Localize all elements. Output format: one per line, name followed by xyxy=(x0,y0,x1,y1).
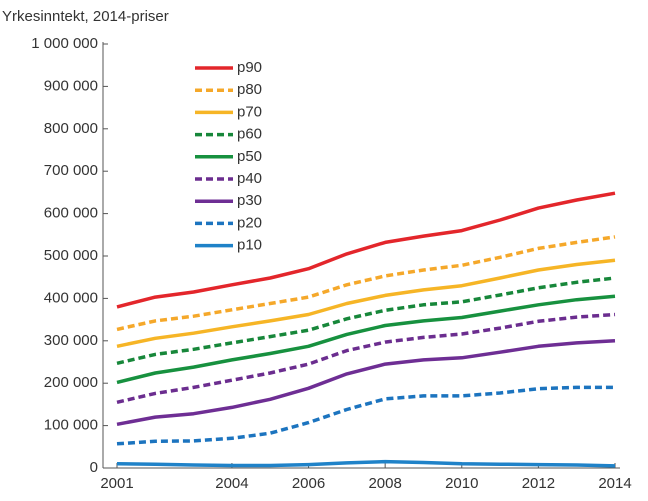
legend-label: p10 xyxy=(237,237,262,254)
y-tick-label: 500 000 xyxy=(44,247,98,264)
legend-label: p90 xyxy=(237,59,262,76)
legend-label: p20 xyxy=(237,214,262,231)
y-tick-label: 700 000 xyxy=(44,162,98,179)
line-series xyxy=(116,294,616,385)
legend-label: p40 xyxy=(237,170,262,187)
y-tick-label: 900 000 xyxy=(44,77,98,94)
x-tick-label: 2010 xyxy=(445,475,478,492)
x-tick-label: 2012 xyxy=(522,475,555,492)
legend-label: p50 xyxy=(237,148,262,165)
y-tick-label: 400 000 xyxy=(44,289,98,306)
x-tick-label: 2006 xyxy=(292,475,325,492)
x-tick-label: 2014 xyxy=(598,475,631,492)
y-tick-label: 200 000 xyxy=(44,374,98,391)
y-tick-label: 1 000 000 xyxy=(31,35,98,52)
line-series xyxy=(116,191,616,309)
y-tick-label: 0 xyxy=(90,459,98,476)
legend-label: p60 xyxy=(237,126,262,143)
y-tick-label: 800 000 xyxy=(44,120,98,137)
legend-label: p30 xyxy=(237,192,262,209)
x-tick-label: 2008 xyxy=(368,475,401,492)
line-series xyxy=(116,312,616,405)
line-series xyxy=(116,276,616,366)
line-series xyxy=(116,339,616,427)
x-tick-label: 2001 xyxy=(100,475,133,492)
chart-title: Yrkesinntekt, 2014-priser xyxy=(2,8,169,25)
legend-label: p70 xyxy=(237,103,262,120)
line-series xyxy=(116,235,616,332)
y-tick-label: 600 000 xyxy=(44,205,98,222)
line-series xyxy=(116,459,616,468)
y-tick-label: 100 000 xyxy=(44,417,98,434)
legend-label: p80 xyxy=(237,81,262,98)
x-tick-label: 2004 xyxy=(215,475,248,492)
line-series xyxy=(116,385,615,446)
line-series xyxy=(116,258,616,349)
y-tick-label: 300 000 xyxy=(44,332,98,349)
